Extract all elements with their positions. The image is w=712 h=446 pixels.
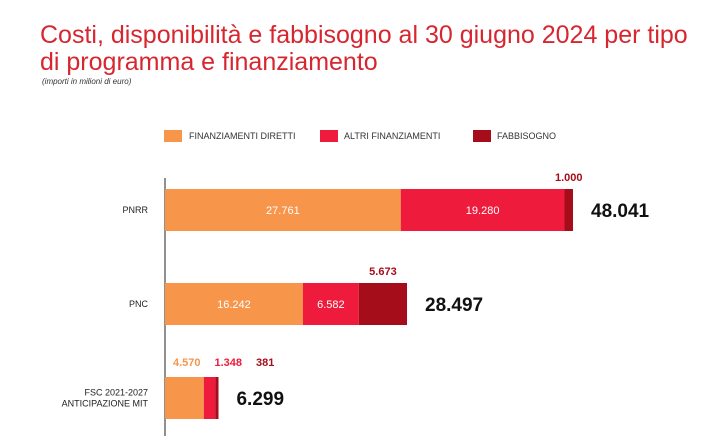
category-label-0: PNRR: [122, 205, 148, 215]
category-label-2-1: ANTICIPAZIONE MIT: [62, 399, 149, 409]
legend-swatch-1: [320, 130, 338, 142]
bar-total-label-2: 6.299: [236, 389, 284, 410]
bar-value-label-2-1: 1.348: [215, 357, 243, 369]
category-label-1: PNC: [129, 299, 149, 309]
bar-value-label-0-2: 1.000: [555, 172, 583, 184]
bar-segment-0-1: [400, 189, 565, 231]
bar-segment-2-0: [165, 377, 204, 419]
bar-value-label-2-0: 4.570: [173, 357, 201, 369]
legend-swatch-0: [164, 130, 182, 142]
bar-value-label-2-2: 381: [256, 357, 274, 369]
legend-label-2: FABBISOGNO: [497, 131, 556, 141]
category-label-2-0: FSC 2021-2027: [84, 388, 148, 398]
legend-label-1: ALTRI FINANZIAMENTI: [344, 131, 440, 141]
legend-label-0: FINANZIAMENTI DIRETTI: [189, 131, 296, 141]
bar-value-label-1-1: 6.582: [317, 299, 345, 311]
bar-total-label-0: 48.041: [591, 201, 650, 222]
bar-value-label-0-1: 19.280: [466, 205, 500, 217]
bar-segment-0-0: [165, 189, 401, 231]
bar-value-label-1-0: 16.242: [217, 299, 251, 311]
bar-segment-1-1: [302, 283, 359, 325]
bar-segment-0-2: [564, 189, 573, 231]
bar-total-label-1: 28.497: [425, 295, 483, 316]
bar-segment-2-1: [203, 377, 216, 419]
bar-segment-1-2: [358, 283, 408, 325]
bar-value-label-1-2: 5.673: [369, 266, 397, 278]
bar-value-label-0-0: 27.761: [266, 205, 300, 217]
bar-segment-1-0: [165, 283, 303, 325]
legend-swatch-2: [473, 130, 491, 142]
chart-title: Costi, disponibilità e fabbisogno al 30 …: [40, 21, 688, 76]
chart-subtitle: (importi in milioni di euro): [42, 77, 132, 86]
bar-segment-2-2: [215, 377, 219, 419]
